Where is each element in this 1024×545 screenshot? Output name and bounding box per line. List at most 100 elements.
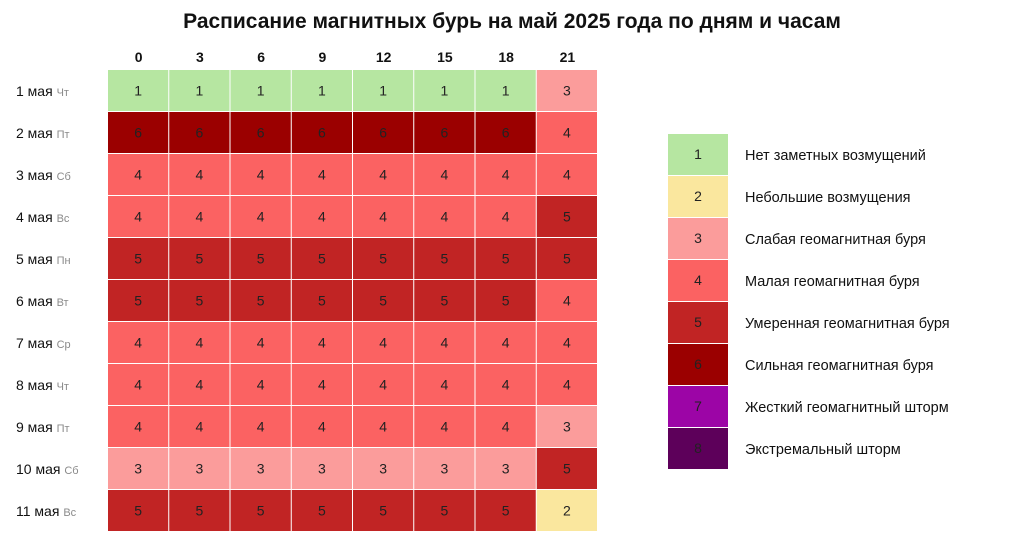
legend-swatch — [668, 176, 728, 217]
cell-value-label: 5 — [134, 293, 142, 309]
chart-title: Расписание магнитных бурь на май 2025 го… — [183, 10, 841, 33]
heatmap-cell — [353, 364, 414, 405]
weekday-label: Вс — [57, 213, 70, 225]
cell-value-label: 4 — [502, 209, 510, 225]
cell-value-label: 4 — [563, 377, 571, 393]
heatmap-cell — [475, 406, 536, 447]
day-label: 6 мая Вт — [16, 293, 69, 309]
heatmap-cell — [108, 70, 169, 111]
heatmap-cell — [353, 280, 414, 321]
cell-value-label: 5 — [502, 293, 510, 309]
cell-value-label: 4 — [318, 209, 326, 225]
day-label: 8 мая Чт — [16, 377, 69, 393]
heatmap-cell — [291, 238, 352, 279]
day-label: 3 мая Сб — [16, 167, 71, 183]
heatmap-cell — [414, 280, 475, 321]
cell-value-label: 5 — [440, 293, 448, 309]
heatmap-cell — [475, 196, 536, 237]
cell-value-label: 4 — [563, 335, 571, 351]
heatmap-cell — [536, 364, 597, 405]
heatmap-cell — [230, 322, 291, 363]
cell-value-label: 4 — [440, 335, 448, 351]
cell-value-label: 4 — [318, 419, 326, 435]
cell-value-label: 4 — [195, 335, 203, 351]
cell-value-label: 3 — [257, 461, 265, 477]
legend-entry-label: Сильная геомагнитная буря — [745, 358, 934, 374]
heatmap-cell — [169, 70, 230, 111]
heatmap-cell — [230, 490, 291, 531]
cell-value-label: 5 — [195, 293, 203, 309]
day-label: 10 мая Сб — [16, 461, 79, 477]
heatmap-cell — [414, 448, 475, 489]
cell-value-label: 2 — [563, 503, 571, 519]
heatmap-cell — [475, 280, 536, 321]
cell-value-label: 1 — [195, 83, 203, 99]
cell-value-label: 5 — [379, 293, 387, 309]
heatmap-cell — [291, 322, 352, 363]
cell-value-label: 4 — [379, 335, 387, 351]
heatmap-cell — [353, 322, 414, 363]
heatmap-cell — [475, 238, 536, 279]
heatmap-cell — [291, 112, 352, 153]
legend-level-label: 1 — [694, 146, 702, 162]
legend-entry-label: Небольшие возмущения — [745, 190, 911, 206]
heatmap-cell — [169, 406, 230, 447]
heatmap-cell — [169, 196, 230, 237]
cell-value-label: 5 — [318, 251, 326, 267]
cell-value-label: 6 — [257, 125, 265, 141]
heatmap-cell — [169, 364, 230, 405]
day-label: 9 мая Пт — [16, 419, 70, 435]
cell-value-label: 4 — [257, 167, 265, 183]
heatmap-cell — [353, 448, 414, 489]
day-axis-labels: 1 мая Чт 2 мая Пт 3 мая Сб 4 мая Вс 5 мая Пн… — [16, 83, 79, 519]
legend-entry-label: Умеренная геомагнитная буря — [745, 316, 950, 332]
cell-value-label: 1 — [440, 83, 448, 99]
heatmap-cell — [169, 238, 230, 279]
heatmap-cell — [108, 448, 169, 489]
heatmap-cell — [536, 406, 597, 447]
cell-value-label: 4 — [440, 377, 448, 393]
cell-value-label: 4 — [257, 335, 265, 351]
heatmap-cell — [169, 322, 230, 363]
heatmap-cell — [230, 364, 291, 405]
legend-swatch — [668, 260, 728, 301]
weekday-label: Сб — [57, 171, 71, 183]
legend-level-label: 4 — [694, 272, 702, 288]
cell-value-label: 4 — [134, 209, 142, 225]
cell-value-label: 4 — [563, 125, 571, 141]
cell-value-label: 6 — [318, 125, 326, 141]
cell-value-label: 5 — [563, 209, 571, 225]
weekday-label: Пн — [57, 255, 71, 267]
cell-value-label: 3 — [440, 461, 448, 477]
cell-value-label: 4 — [195, 419, 203, 435]
legend-entry-label: Экстремальный шторм — [745, 442, 901, 458]
heatmap-cell — [475, 448, 536, 489]
cell-value-label: 5 — [379, 503, 387, 519]
cell-value-label: 6 — [502, 125, 510, 141]
heatmap-cell — [414, 322, 475, 363]
heatmap-cell — [108, 238, 169, 279]
hour-label: 12 — [376, 49, 392, 65]
cell-value-label: 4 — [257, 419, 265, 435]
heatmap-cell — [291, 70, 352, 111]
cell-value-label: 5 — [379, 251, 387, 267]
heatmap-cell — [414, 112, 475, 153]
heatmap-cell — [108, 154, 169, 195]
legend-level-label: 2 — [694, 188, 702, 204]
cell-value-label: 5 — [318, 503, 326, 519]
legend-level-label: 3 — [694, 230, 702, 246]
heatmap-cell — [475, 154, 536, 195]
heatmap-cell — [536, 154, 597, 195]
cell-value-label: 3 — [563, 419, 571, 435]
cell-value-label: 4 — [195, 209, 203, 225]
heatmap-cell — [230, 406, 291, 447]
heatmap-cell — [291, 490, 352, 531]
cell-value-label: 4 — [257, 209, 265, 225]
heatmap-cell — [291, 280, 352, 321]
weekday-label: Чт — [57, 87, 69, 99]
cell-value-label: 1 — [502, 83, 510, 99]
cell-value-label: 3 — [195, 461, 203, 477]
cell-value-label: 4 — [502, 419, 510, 435]
heatmap-cell — [536, 196, 597, 237]
cell-value-label: 4 — [379, 419, 387, 435]
